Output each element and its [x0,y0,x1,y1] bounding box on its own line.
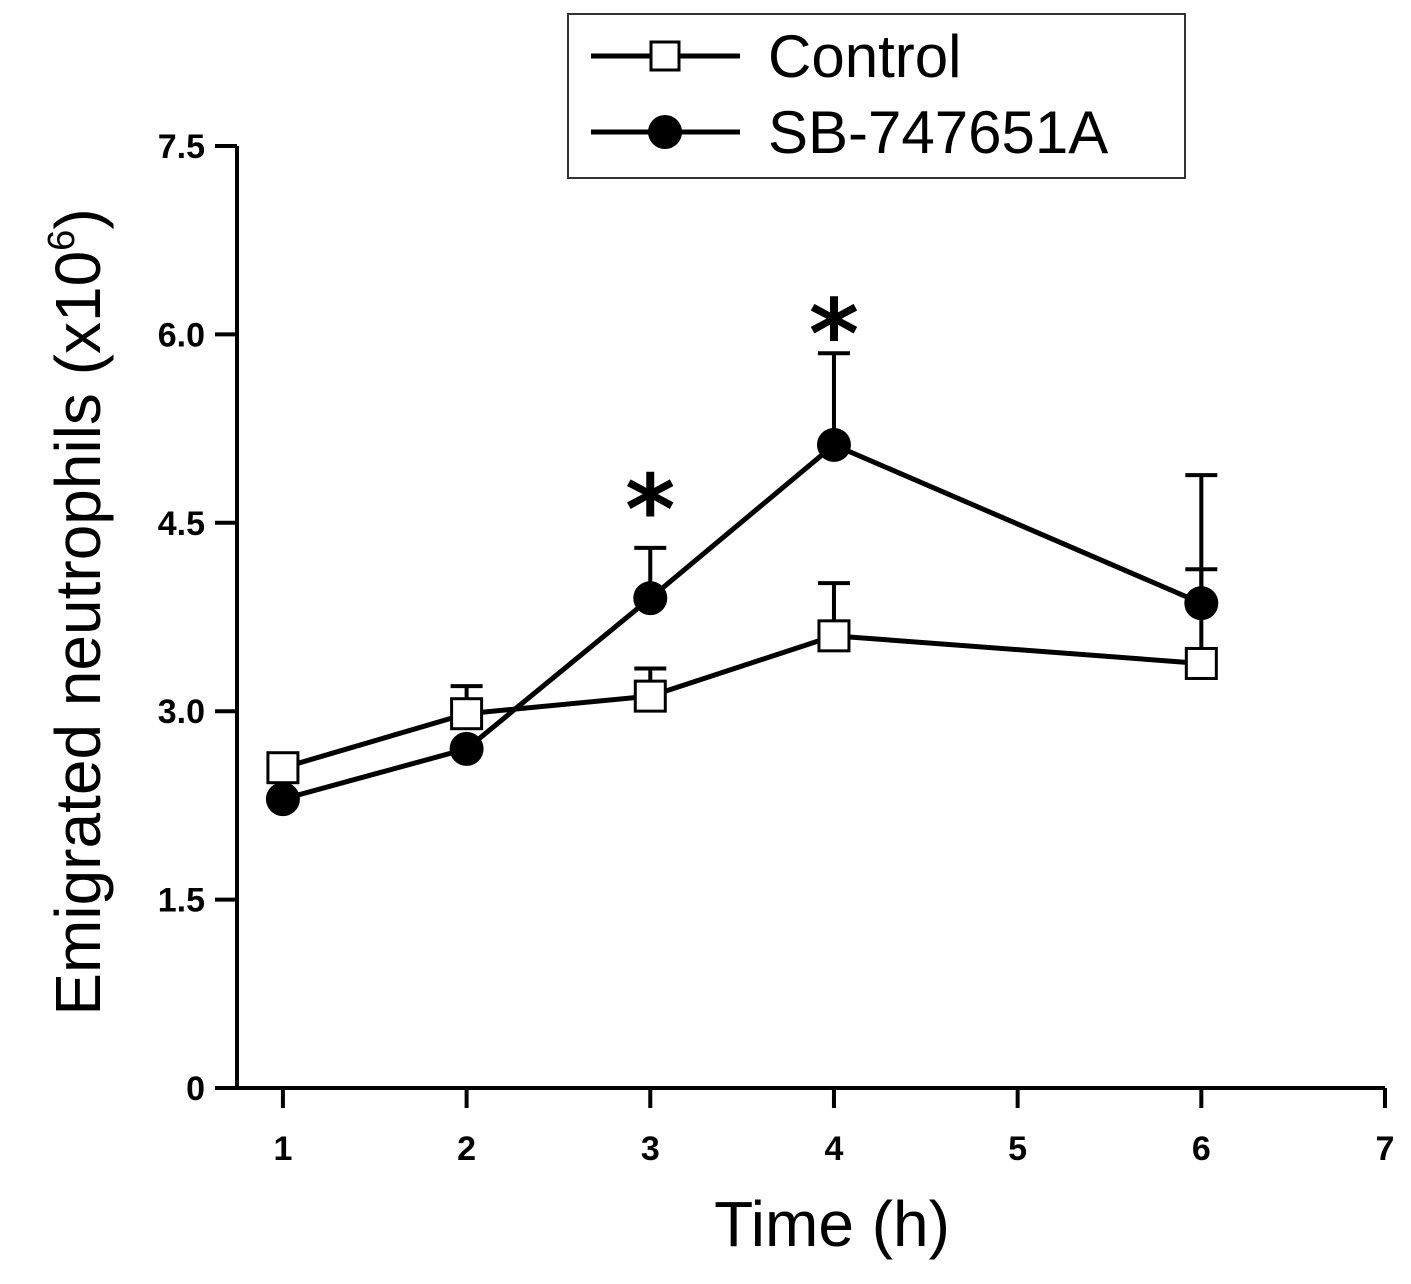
significance-asterisk: * [809,279,859,391]
x-tick-label: 3 [641,1130,660,1168]
y-tick-label: 6.0 [158,316,205,354]
data-point-control [817,619,851,653]
data-point-control [450,697,484,731]
series-line-control [282,633,1202,771]
x-tick-label: 5 [1008,1130,1027,1168]
data-point-sb-747651a [1184,586,1219,621]
y-tick-label: 4.5 [158,505,205,543]
y-axis-title-superscript: 6 [41,230,83,251]
significance-asterisk: * [625,455,675,567]
y-tick-label: 1.5 [158,882,205,920]
y-tick-label: 3.0 [158,693,205,731]
data-point-control [633,679,667,713]
y-axis-title-main: Emigrated neutrophils (x10 [42,251,114,1016]
annotations: ** [625,279,859,567]
y-axis-title-close: ) [42,208,114,229]
data-point-control [266,751,300,785]
y-tick-label: 0 [186,1070,205,1108]
series-markers [265,427,1219,817]
data-point-sb-747651a [633,581,668,616]
x-tick-label: 7 [1376,1130,1395,1168]
legend: Control SB-747651A [567,13,1186,179]
legend-label-sb: SB-747651A [768,99,1108,166]
legend-marker-sb [648,115,682,149]
axes: 0 1.5 3.0 4.5 6.0 7.5 1 2 3 4 5 6 7 [158,128,1395,1168]
legend-label-control: Control [768,23,961,90]
x-tick-label: 1 [273,1130,292,1168]
y-axis-title: Emigrated neutrophils (x106) [41,208,114,1015]
data-point-sb-747651a [449,731,484,766]
x-tick-label: 4 [824,1130,843,1168]
x-tick-label: 2 [457,1130,476,1168]
x-axis-title: Time (h) [714,1188,950,1260]
x-tick-label: 6 [1192,1130,1211,1168]
legend-marker-control [649,40,681,72]
error-bars [266,351,1218,768]
data-point-control [1184,646,1218,680]
y-tick-label: 7.5 [158,128,205,166]
data-point-sb-747651a [816,427,851,462]
series-line-sb-747651a [282,442,1203,802]
data-point-sb-747651a [265,782,300,817]
series-lines [282,442,1203,802]
